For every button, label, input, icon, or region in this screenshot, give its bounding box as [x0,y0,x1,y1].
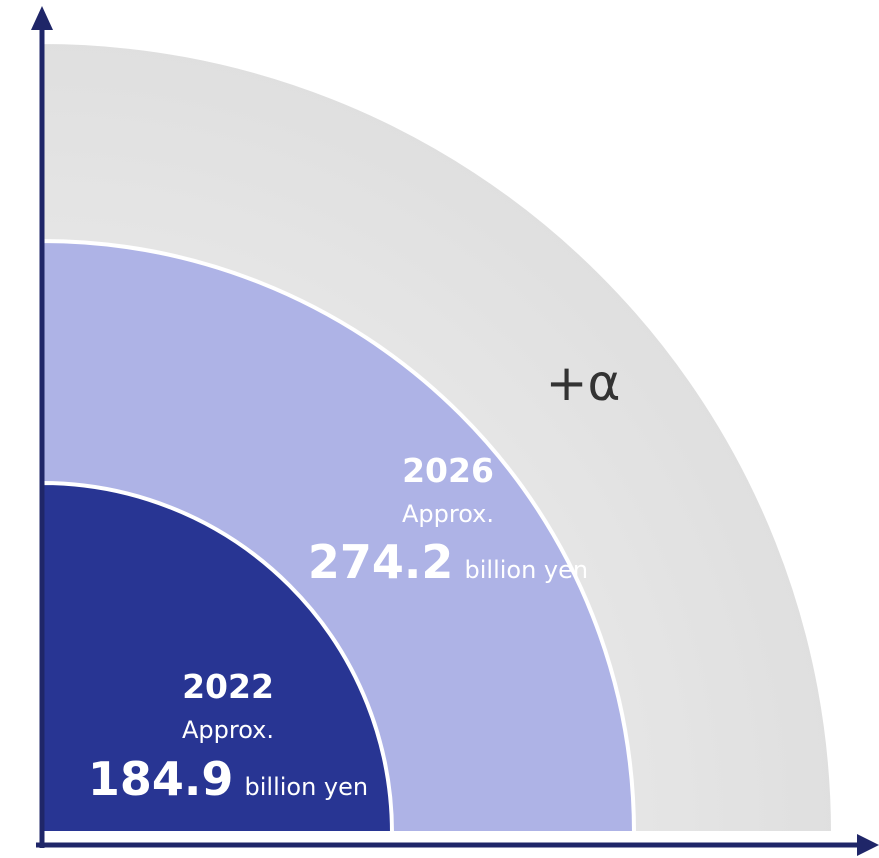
approx-2026-label: Approx. [402,500,494,528]
value-2026-unit: billion yen [465,556,589,584]
year-2022-label: 2022 [182,667,274,706]
year-2026-label: 2026 [402,451,494,490]
label-group-2026: 2026 Approx. 274.2 billion yen [308,451,588,589]
approx-2022-label: Approx. [182,716,274,744]
y-axis-arrowhead-icon [31,6,53,30]
label-group-2022: 2022 Approx. 184.9 billion yen [88,667,368,806]
value-2022-label: 184.9 billion yen [88,752,368,806]
x-axis-arrowhead-icon [857,834,879,856]
band-2022 [40,480,395,835]
value-2022-unit: billion yen [245,773,369,801]
value-2026-number: 274.2 [308,535,454,589]
value-2026-label: 274.2 billion yen [308,535,588,589]
outer-band-label: +α [546,354,621,412]
value-2022-number: 184.9 [88,752,234,806]
